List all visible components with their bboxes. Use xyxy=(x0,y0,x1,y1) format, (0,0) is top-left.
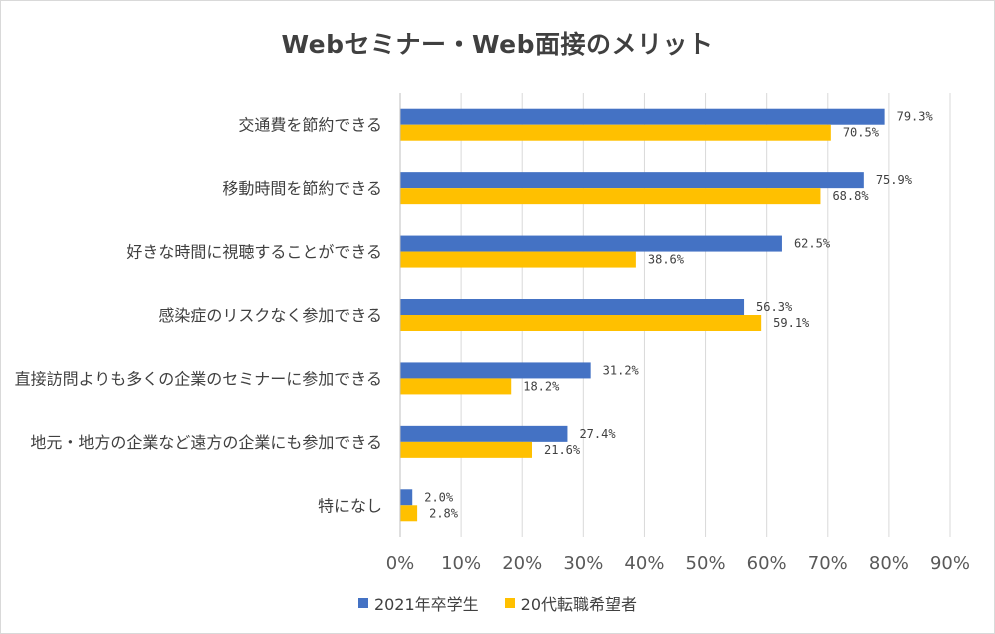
bar-series-1 xyxy=(400,299,745,315)
data-label-series-1: 56.3% xyxy=(756,300,793,314)
category-label: 感染症のリスクなく参加できる xyxy=(158,306,382,325)
category-label: 地元・地方の企業など遠方の企業にも参加できる xyxy=(30,433,382,452)
data-label-series-2: 38.6% xyxy=(648,253,685,267)
x-tick-label: 0% xyxy=(386,553,415,574)
bar-series-2 xyxy=(400,441,532,458)
x-tick-label: 70% xyxy=(808,553,848,574)
bar-series-1 xyxy=(400,425,568,442)
bar-series-2 xyxy=(400,188,821,205)
category-label: 移動時間を節約できる xyxy=(222,179,382,198)
data-label-series-1: 31.2% xyxy=(603,363,640,377)
data-label-series-1: 75.9% xyxy=(876,173,913,187)
x-tick-label: 60% xyxy=(747,553,787,574)
bar-chart-plot: 0% 10% 20% 30% 40% 50% 60% 70% 80% 90% 交通費を節約できる 79… xyxy=(15,93,970,574)
bar-series-2 xyxy=(400,505,418,522)
legend-item-series-2: 20代転職希望者 xyxy=(504,591,638,615)
bar-series-1 xyxy=(400,172,864,189)
bar-series-1 xyxy=(400,108,885,125)
bar-series-1 xyxy=(400,362,591,379)
x-tick-label: 30% xyxy=(563,553,603,574)
x-tick-label: 90% xyxy=(930,553,970,574)
data-label-series-2: 68.8% xyxy=(832,189,869,203)
data-label-series-1: 79.3% xyxy=(897,110,934,124)
category-label: 交通費を節約できる xyxy=(238,116,382,135)
data-label-series-2: 59.1% xyxy=(773,316,810,330)
x-tick-label: 20% xyxy=(502,553,542,574)
category-label: 特になし xyxy=(318,496,382,515)
chart-title: Webセミナー・Web面接のメリット xyxy=(281,30,714,59)
legend: 2021年卒学生 20代転職希望者 xyxy=(1,591,994,615)
legend-label-series-2: 20代転職希望者 xyxy=(520,595,638,614)
bar-series-2 xyxy=(400,378,512,395)
data-label-series-2: 2.8% xyxy=(429,506,459,520)
bar-series-2 xyxy=(400,315,762,331)
data-label-series-1: 27.4% xyxy=(579,427,616,441)
legend-item-series-1: 2021年卒学生 xyxy=(357,591,479,615)
data-label-series-2: 21.6% xyxy=(544,443,581,457)
legend-label-series-1: 2021年卒学生 xyxy=(373,595,479,614)
bar-series-1 xyxy=(400,489,413,506)
data-label-series-1: 2.0% xyxy=(424,490,454,504)
x-tick-label: 80% xyxy=(869,553,909,574)
category-label: 好きな時間に視聴することができる xyxy=(126,243,382,262)
data-label-series-2: 70.5% xyxy=(843,126,880,140)
data-label-series-1: 62.5% xyxy=(794,237,831,251)
bar-series-2 xyxy=(400,124,831,141)
legend-swatch-series-1 xyxy=(357,598,368,608)
legend-swatch-series-2 xyxy=(504,598,515,608)
bar-series-2 xyxy=(400,251,636,268)
x-tick-label: 40% xyxy=(624,553,664,574)
bar-series-1 xyxy=(400,235,782,252)
x-tick-label: 10% xyxy=(441,553,481,574)
data-label-series-2: 18.2% xyxy=(523,379,560,393)
category-label: 直接訪問よりも多くの企業のセミナーに参加できる xyxy=(15,369,382,388)
x-tick-label: 50% xyxy=(686,553,726,574)
